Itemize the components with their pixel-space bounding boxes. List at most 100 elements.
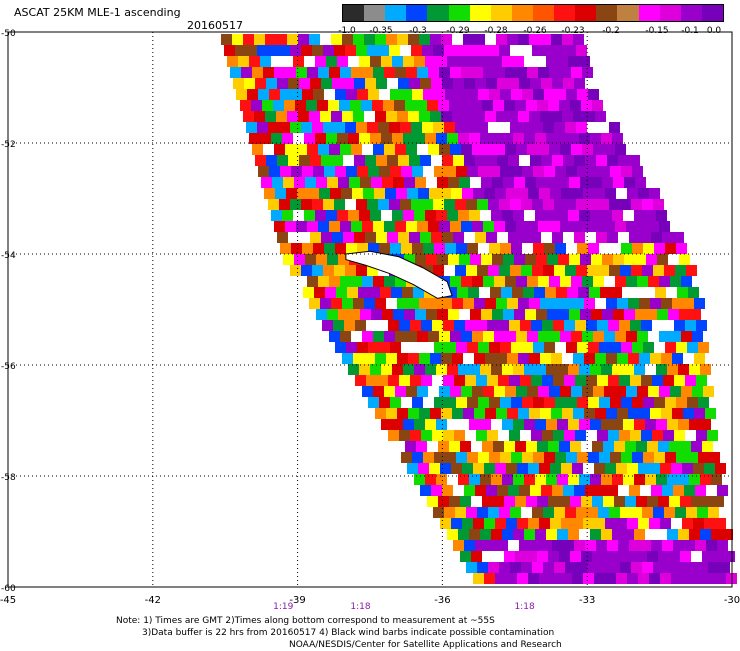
swath-cell — [544, 342, 555, 353]
swath-cell — [532, 265, 543, 276]
swath-cell — [700, 529, 711, 540]
swath-cell — [609, 507, 620, 518]
swath-cell — [485, 298, 496, 309]
swath-cell — [464, 485, 475, 496]
swath-cell — [478, 89, 489, 100]
swath-cell — [508, 485, 519, 496]
swath-cell — [430, 408, 441, 419]
swath-cell — [535, 529, 546, 540]
swath-cell — [533, 342, 544, 353]
swath-cell — [376, 232, 387, 243]
swath-cell — [461, 221, 472, 232]
swath-cell — [683, 298, 694, 309]
swath-cell — [550, 518, 561, 529]
swath-cell — [415, 177, 426, 188]
swath-cell — [675, 265, 686, 276]
swath-cell — [546, 474, 557, 485]
swath-cell — [390, 89, 401, 100]
swath-cell — [367, 122, 378, 133]
swath-cell — [665, 342, 676, 353]
swath-cell — [453, 155, 464, 166]
swath-cell — [541, 540, 552, 551]
swath-cell — [329, 67, 340, 78]
swath-cell — [553, 320, 564, 331]
swath-cell — [552, 540, 563, 551]
swath-cell — [592, 441, 603, 452]
swath-cell — [568, 529, 579, 540]
swath-cell — [474, 353, 485, 364]
swath-cell — [503, 254, 514, 265]
swath-cell — [544, 243, 555, 254]
swath-cell — [576, 562, 587, 573]
swath-cell — [599, 397, 610, 408]
swath-cell — [386, 353, 397, 364]
swath-cell — [691, 496, 702, 507]
swath-cell — [575, 375, 586, 386]
swath-cell — [521, 265, 532, 276]
swath-cell — [693, 463, 704, 474]
swath-cell — [421, 320, 432, 331]
swath-cell — [678, 419, 689, 430]
swath-cell — [307, 221, 318, 232]
swath-cell — [472, 276, 483, 287]
swath-cell — [410, 375, 421, 386]
swath-cell — [588, 243, 599, 254]
swath-cell — [404, 254, 415, 265]
swath-cell — [525, 309, 536, 320]
swath-cell — [579, 364, 590, 375]
swath-cell — [522, 397, 533, 408]
swath-cell — [504, 496, 515, 507]
swath-cell — [457, 287, 468, 298]
swath-cell — [362, 67, 373, 78]
swath-cell — [719, 562, 730, 573]
swath-cell — [513, 56, 524, 67]
swath-cell — [321, 78, 332, 89]
swath-cell — [390, 397, 401, 408]
swath-cell — [313, 243, 324, 254]
swath-cell — [519, 232, 530, 243]
swath-cell — [456, 452, 467, 463]
color-scale-tick-label: -0.3 — [409, 26, 427, 36]
swath-cell — [619, 320, 630, 331]
swath-cell — [351, 221, 362, 232]
swath-cell — [376, 155, 387, 166]
swath-cell — [277, 155, 288, 166]
swath-cell — [445, 89, 456, 100]
swath-cell — [636, 441, 647, 452]
swath-cell — [312, 265, 323, 276]
swath-cell — [568, 419, 579, 430]
swath-cell — [657, 254, 668, 265]
color-scale-swatch — [617, 5, 639, 21]
swath-cell — [299, 78, 310, 89]
swath-cell — [566, 89, 577, 100]
swath-cell — [342, 298, 353, 309]
swath-cell — [544, 397, 555, 408]
swath-cell — [323, 265, 334, 276]
swath-cell — [616, 573, 627, 584]
swath-cell — [653, 265, 664, 276]
swath-cell — [364, 298, 375, 309]
swath-cell — [444, 199, 455, 210]
swath-cell — [653, 507, 664, 518]
swath-cell — [637, 221, 648, 232]
swath-cell — [690, 309, 701, 320]
color-scale-swatch — [701, 5, 723, 21]
swath-cell — [482, 441, 493, 452]
swath-cell — [312, 199, 323, 210]
swath-cell — [513, 210, 524, 221]
swath-cell — [308, 188, 319, 199]
swath-cell — [397, 353, 408, 364]
swath-cell — [568, 364, 579, 375]
swath-cell — [476, 430, 487, 441]
swath-cell — [462, 463, 473, 474]
swath-cell — [333, 320, 344, 331]
swath-cell — [240, 100, 251, 111]
swath-cell — [637, 276, 648, 287]
swath-cell — [577, 397, 588, 408]
swath-cell — [538, 67, 549, 78]
swath-cell — [524, 529, 535, 540]
swath-cell — [359, 133, 370, 144]
color-scale-tick-label: -0.15 — [645, 26, 669, 36]
swath-cell — [617, 298, 628, 309]
swath-cell — [269, 166, 280, 177]
